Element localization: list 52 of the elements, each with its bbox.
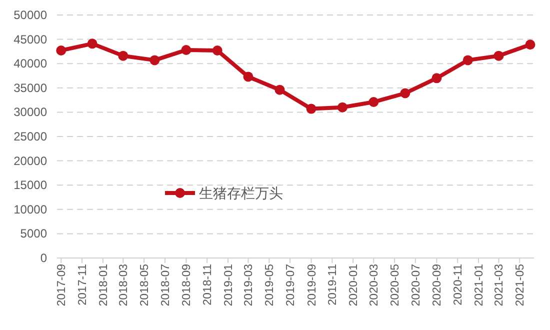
x-tick-label: 2021-05 bbox=[514, 264, 527, 306]
point bbox=[525, 40, 536, 50]
x-tick-label: 2018-11 bbox=[202, 264, 214, 306]
point bbox=[56, 45, 66, 56]
y-tick-label: 50000 bbox=[14, 8, 48, 22]
x-tick-label: 2018-01 bbox=[98, 264, 110, 306]
x-tick-label: 2018-05 bbox=[139, 264, 152, 306]
y-tick-label: 15000 bbox=[14, 178, 48, 192]
x-tick-label: 2021-01 bbox=[473, 264, 486, 306]
point bbox=[368, 96, 379, 107]
x-tick-label: 2018-09 bbox=[181, 264, 194, 306]
point bbox=[181, 44, 192, 55]
point bbox=[306, 104, 316, 114]
point bbox=[274, 84, 285, 95]
x-tick-label: 2017-11 bbox=[77, 264, 90, 306]
point bbox=[150, 55, 160, 66]
point bbox=[337, 102, 348, 112]
x-tick-label: 2020-05 bbox=[390, 264, 402, 306]
x-tick-label: 2020-01 bbox=[348, 264, 360, 306]
point bbox=[494, 50, 504, 61]
x-tick-label: 2020-03 bbox=[368, 264, 381, 306]
x-tick-label: 2019-09 bbox=[306, 264, 318, 306]
point bbox=[462, 55, 473, 66]
point bbox=[400, 88, 410, 98]
x-tick-label: 2020-09 bbox=[432, 264, 444, 306]
x-tick-label: 2019-01 bbox=[222, 264, 235, 306]
y-tick-label: 45000 bbox=[14, 32, 48, 46]
y-tick-label: 30000 bbox=[14, 105, 48, 120]
x-tick-label: 2017-09 bbox=[56, 264, 68, 306]
point bbox=[243, 72, 254, 82]
x-tick-label: 2019-07 bbox=[285, 264, 298, 306]
x-tick-label: 2019-11 bbox=[327, 264, 340, 306]
x-tick-label: 2020-07 bbox=[410, 264, 422, 306]
x-tick-label: 2019-05 bbox=[264, 264, 276, 306]
point bbox=[432, 73, 442, 84]
legend: 生猪存栏万头 bbox=[165, 186, 283, 202]
point bbox=[212, 45, 222, 56]
y-tick-label: 5000 bbox=[20, 226, 48, 241]
x-tick-label: 2018-07 bbox=[160, 264, 172, 306]
x-tick-label: 2020-11 bbox=[452, 264, 465, 306]
y-tick-label: 0 bbox=[40, 251, 48, 265]
y-tick-label: 25000 bbox=[14, 130, 48, 144]
x-tick-label: 2021-03 bbox=[494, 264, 506, 306]
x-tick-label: 2018-03 bbox=[118, 264, 130, 306]
y-tick-label: 20000 bbox=[14, 154, 48, 168]
legend-label: 生猪存栏万头 bbox=[199, 186, 283, 202]
point bbox=[87, 38, 98, 49]
y-tick-label: 35000 bbox=[14, 80, 48, 95]
point bbox=[118, 50, 128, 61]
y-tick-label: 10000 bbox=[14, 202, 48, 216]
y-tick-label: 40000 bbox=[14, 56, 48, 71]
x-tick-label: 2019-03 bbox=[243, 264, 256, 306]
